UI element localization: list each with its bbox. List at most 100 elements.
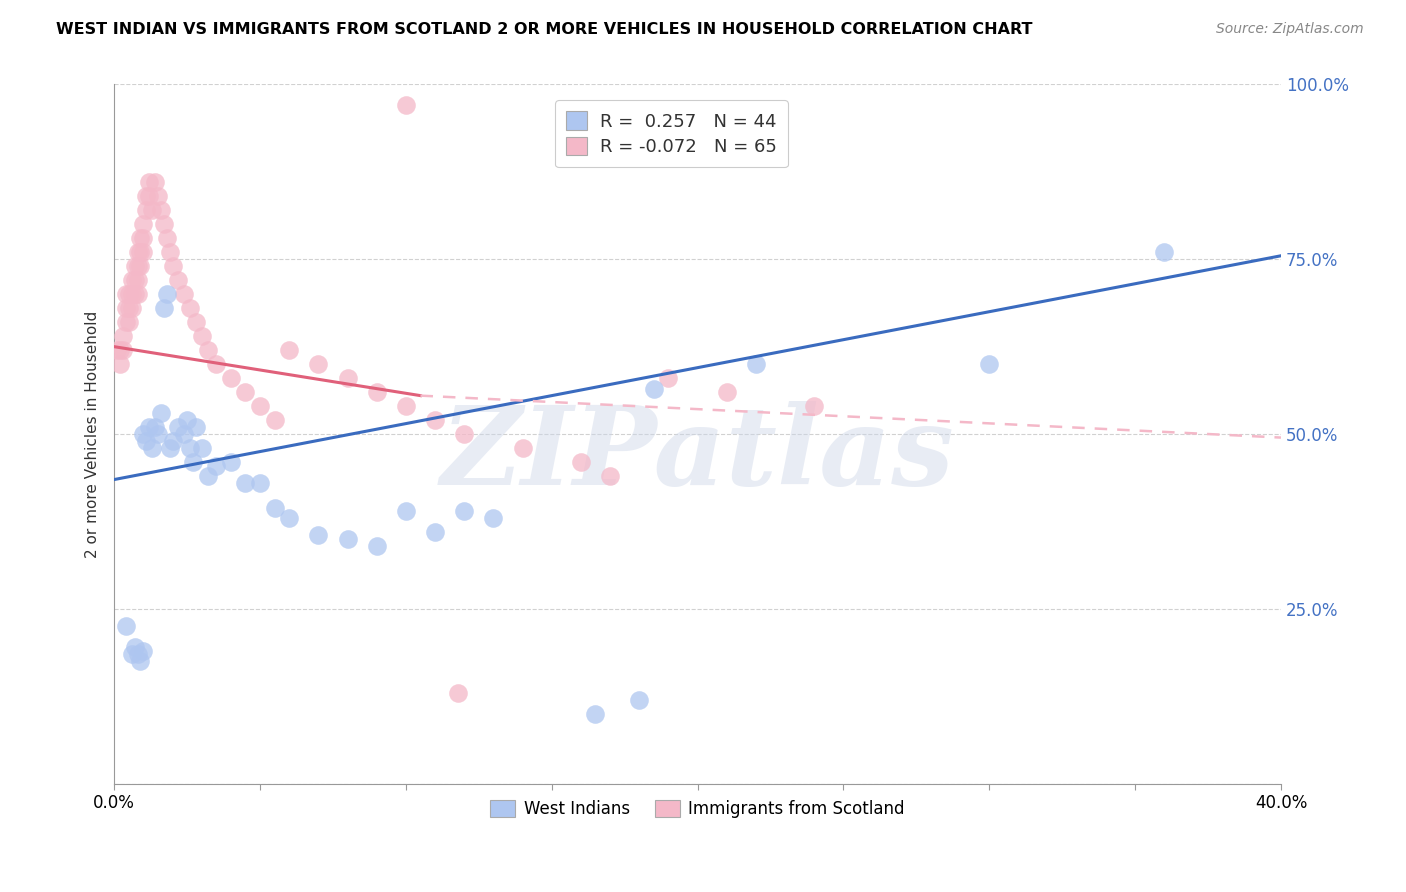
Point xyxy=(141,203,163,218)
Point xyxy=(366,539,388,553)
Point xyxy=(249,476,271,491)
Point xyxy=(152,301,174,316)
Text: ZIPatlas: ZIPatlas xyxy=(440,401,955,508)
Y-axis label: 2 or more Vehicles in Household: 2 or more Vehicles in Household xyxy=(86,310,100,558)
Point xyxy=(1153,245,1175,260)
Point xyxy=(143,420,166,434)
Point xyxy=(135,434,157,448)
Point xyxy=(569,455,592,469)
Point xyxy=(127,287,149,301)
Point xyxy=(447,686,470,700)
Point xyxy=(121,301,143,316)
Point xyxy=(162,259,184,273)
Point xyxy=(129,259,152,273)
Point xyxy=(803,399,825,413)
Point xyxy=(135,203,157,218)
Point xyxy=(115,619,138,633)
Point xyxy=(395,98,418,112)
Point xyxy=(336,532,359,546)
Point xyxy=(127,245,149,260)
Point xyxy=(278,343,301,358)
Point xyxy=(307,357,329,371)
Point xyxy=(111,329,134,343)
Point xyxy=(197,469,219,483)
Point xyxy=(124,640,146,655)
Point xyxy=(599,469,621,483)
Point xyxy=(115,301,138,316)
Point xyxy=(146,189,169,203)
Point xyxy=(167,420,190,434)
Point xyxy=(135,189,157,203)
Point xyxy=(184,420,207,434)
Point xyxy=(235,476,257,491)
Point xyxy=(205,357,228,371)
Point xyxy=(132,231,155,245)
Point xyxy=(138,420,160,434)
Point xyxy=(118,287,141,301)
Point xyxy=(184,315,207,329)
Point xyxy=(156,231,179,245)
Point xyxy=(127,259,149,273)
Point xyxy=(278,511,301,525)
Point xyxy=(132,427,155,442)
Point xyxy=(423,524,446,539)
Point xyxy=(108,357,131,371)
Point xyxy=(336,371,359,385)
Point xyxy=(190,329,212,343)
Point xyxy=(156,287,179,301)
Point xyxy=(132,245,155,260)
Point xyxy=(108,343,131,358)
Text: Source: ZipAtlas.com: Source: ZipAtlas.com xyxy=(1216,22,1364,37)
Point xyxy=(149,406,172,420)
Point xyxy=(115,287,138,301)
Point xyxy=(205,458,228,473)
Point xyxy=(657,371,679,385)
Point xyxy=(162,434,184,448)
Point xyxy=(181,455,204,469)
Point xyxy=(512,441,534,455)
Point xyxy=(105,343,128,358)
Point xyxy=(121,648,143,662)
Point xyxy=(138,175,160,189)
Point xyxy=(124,287,146,301)
Point xyxy=(219,371,242,385)
Point xyxy=(482,511,505,525)
Legend: West Indians, Immigrants from Scotland: West Indians, Immigrants from Scotland xyxy=(484,793,911,824)
Point xyxy=(124,259,146,273)
Point xyxy=(118,301,141,316)
Point xyxy=(716,385,738,400)
Point xyxy=(745,357,768,371)
Point xyxy=(263,413,285,427)
Point xyxy=(423,413,446,427)
Point xyxy=(127,273,149,287)
Point xyxy=(197,343,219,358)
Point xyxy=(219,455,242,469)
Point xyxy=(129,231,152,245)
Point xyxy=(118,315,141,329)
Point xyxy=(235,385,257,400)
Point xyxy=(127,648,149,662)
Point xyxy=(643,382,665,396)
Point xyxy=(263,500,285,515)
Point xyxy=(146,427,169,442)
Point xyxy=(129,245,152,260)
Text: WEST INDIAN VS IMMIGRANTS FROM SCOTLAND 2 OR MORE VEHICLES IN HOUSEHOLD CORRELAT: WEST INDIAN VS IMMIGRANTS FROM SCOTLAND … xyxy=(56,22,1033,37)
Point xyxy=(138,189,160,203)
Point xyxy=(152,217,174,231)
Point xyxy=(121,273,143,287)
Point xyxy=(111,343,134,358)
Point xyxy=(249,399,271,413)
Point xyxy=(179,301,201,316)
Point xyxy=(159,441,181,455)
Point xyxy=(179,441,201,455)
Point xyxy=(307,528,329,542)
Point xyxy=(190,441,212,455)
Point xyxy=(173,287,195,301)
Point xyxy=(395,504,418,518)
Point xyxy=(129,654,152,668)
Point xyxy=(173,427,195,442)
Point xyxy=(395,399,418,413)
Point xyxy=(167,273,190,287)
Point xyxy=(149,203,172,218)
Point xyxy=(132,644,155,658)
